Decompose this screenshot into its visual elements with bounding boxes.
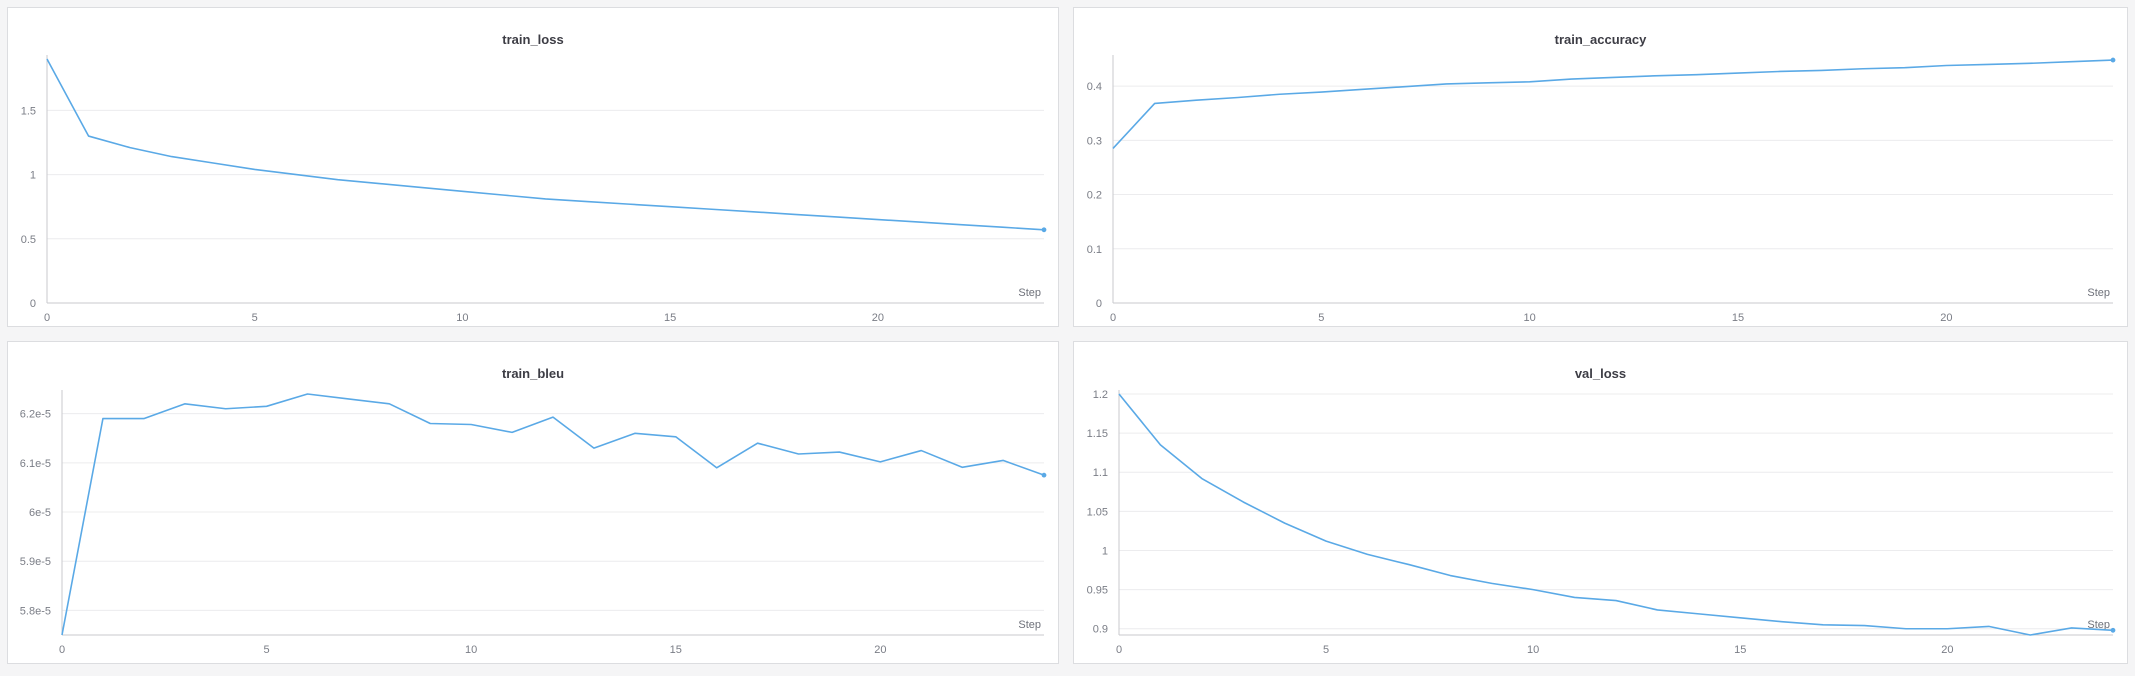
chart-2-xtick-label-2: 10 [465, 644, 477, 656]
chart-2-ytick-label-2: 6e-5 [29, 507, 51, 519]
chart-1-xtick-label-4: 20 [1940, 312, 1952, 324]
chart-0-ytick-label-1: 0.5 [21, 234, 36, 246]
chart-title: val_loss [1574, 366, 1627, 381]
chart-1-ytick-label-2: 0.2 [1087, 190, 1102, 202]
chart-3-ytick-label-4: 1.1 [1093, 467, 1108, 479]
chart-panel-val-loss: val_loss 0.9 0.95 1 1.05 1.1 1.15 1.2 0 5 10 15 20 S… [1073, 341, 2128, 664]
chart-title: train_accuracy [1554, 32, 1647, 47]
chart-3-ytick-label-2: 1 [1102, 545, 1108, 557]
chart-0-ytick-label-3: 1.5 [21, 105, 36, 117]
chart-2-xtick-label-0: 0 [59, 644, 65, 656]
chart-0-x-axis-title: Step [1018, 287, 1041, 299]
chart-1-series-0-last-point [2110, 57, 2116, 63]
chart-3-ytick-label-3: 1.05 [1087, 506, 1108, 518]
chart-1-ytick-label-0: 0 [1096, 298, 1102, 310]
chart-3-ytick-label-5: 1.15 [1087, 428, 1108, 440]
train-loss-chart: 0 0.5 1 1.5 0 5 10 15 20 Step [21, 55, 1047, 324]
chart-3-xtick-label-4: 20 [1941, 644, 1953, 656]
chart-3-x-axis-title: Step [2087, 619, 2110, 631]
chart-1-ytick-label-1: 0.1 [1087, 244, 1102, 256]
chart-1-ytick-label-3: 0.3 [1087, 135, 1102, 147]
chart-title: train_bleu [501, 366, 565, 381]
chart-2-ytick-label-0: 5.8e-5 [20, 605, 51, 617]
chart-1-xtick-label-1: 5 [1318, 312, 1324, 324]
chart-2-ytick-label-4: 6.2e-5 [20, 409, 51, 421]
chart-3-xtick-label-3: 15 [1734, 644, 1746, 656]
chart-title: train_loss [502, 32, 564, 47]
chart-0-ytick-label-0: 0 [30, 298, 36, 310]
chart-3-xtick-label-1: 5 [1323, 644, 1329, 656]
chart-panel-train-accuracy: train_accuracy 0 0.1 0.2 0.3 0.4 0 5 10 15 20 Step [1073, 7, 2128, 327]
chart-2-xtick-label-1: 5 [264, 644, 270, 656]
chart-2-series-0-last-point [1041, 472, 1047, 478]
chart-panel-train-loss: train_loss 0 0.5 1 1.5 0 5 10 15 20 Step [7, 7, 1059, 327]
chart-3-series-0-line [1118, 393, 2114, 636]
chart-3-ytick-label-1: 0.95 [1087, 585, 1108, 597]
chart-1-xtick-label-0: 0 [1110, 312, 1116, 324]
chart-1-xtick-label-3: 15 [1732, 312, 1744, 324]
val-loss-chart: 0.9 0.95 1 1.05 1.1 1.15 1.2 0 5 10 15 20 Step [1087, 389, 2116, 656]
train-accuracy-chart: 0 0.1 0.2 0.3 0.4 0 5 10 15 20 Step [1087, 55, 2116, 324]
chart-0-xtick-label-3: 15 [664, 312, 676, 324]
chart-2-series-0-line [61, 393, 1045, 636]
chart-3-ytick-label-6: 1.2 [1093, 389, 1108, 401]
chart-1-x-axis-title: Step [2087, 287, 2110, 299]
chart-2-xtick-label-4: 20 [874, 644, 886, 656]
chart-0-xtick-label-1: 5 [252, 312, 258, 324]
chart-0-xtick-label-4: 20 [872, 312, 884, 324]
chart-0-series-0-last-point [1041, 227, 1047, 233]
chart-1-ytick-label-4: 0.4 [1087, 81, 1102, 93]
chart-2-ytick-label-3: 6.1e-5 [20, 458, 51, 470]
chart-3-xtick-label-2: 10 [1527, 644, 1539, 656]
chart-panel-train-bleu: train_bleu 5.8e-5 5.9e-5 6e-5 6.1e-5 6.2e-5 0… [7, 341, 1059, 664]
chart-2-xtick-label-3: 15 [670, 644, 682, 656]
chart-0-xtick-label-0: 0 [44, 312, 50, 324]
chart-3-series-0-last-point [2110, 627, 2116, 633]
chart-1-series-0-line [1112, 59, 2114, 150]
chart-2-ytick-label-1: 5.9e-5 [20, 556, 51, 568]
chart-3-xtick-label-0: 0 [1116, 644, 1122, 656]
chart-2-x-axis-title: Step [1018, 619, 1041, 631]
chart-3-ytick-label-0: 0.9 [1093, 624, 1108, 636]
train-bleu-chart: 5.8e-5 5.9e-5 6e-5 6.1e-5 6.2e-5 0 5 10 15 20 Step [20, 390, 1047, 656]
chart-1-xtick-label-2: 10 [1524, 312, 1536, 324]
chart-0-series-0-line [46, 58, 1045, 231]
chart-0-xtick-label-2: 10 [456, 312, 468, 324]
chart-0-ytick-label-2: 1 [30, 170, 36, 182]
